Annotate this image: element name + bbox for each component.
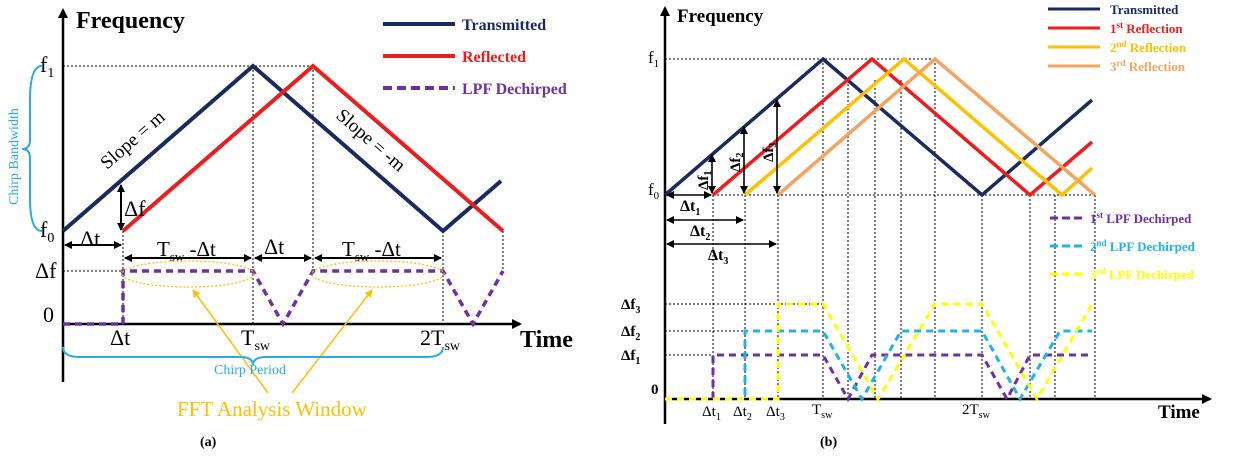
panel-b-zero-label: 0 xyxy=(651,382,659,398)
panel-b-x-tick-dt2: Δt2 xyxy=(733,404,752,423)
panel-b-x-tick-2tsw: 2Tsw xyxy=(962,402,991,421)
panel-b-lpf-2-line xyxy=(665,329,1092,403)
panel-b-df1-ylabel: Δf1 xyxy=(621,348,640,367)
panel-a-y-axis-label: Frequency xyxy=(76,8,185,34)
panel-b-legend-lpf-2: 2nd LPF Dechirped xyxy=(1090,238,1196,254)
panel-b-lpf-1-line xyxy=(665,353,1092,403)
panel-a-x-axis-label: Time xyxy=(520,327,573,353)
panel-a-zero-label: 0 xyxy=(43,302,54,327)
panel-b-lpf-3-line xyxy=(665,302,1094,402)
panel-a-chirp-bandwidth-label: Chirp Bandwidth xyxy=(7,108,22,205)
panel-b-dt3-label: Δt3 xyxy=(708,247,728,267)
panel-b-reflection-1-line xyxy=(711,56,1094,198)
panel-a-dt-label: Δt xyxy=(80,226,100,251)
panel-a-reflected-line xyxy=(121,63,505,233)
panel-a-tsw-dt-label-2: Tsw -Δt xyxy=(342,237,401,264)
panel-b: Frequency Time xyxy=(621,2,1212,450)
panel-a-delta-f-label: Δf xyxy=(35,258,57,283)
panel-a-caption: (a) xyxy=(200,435,217,450)
panel-a-f1-label: f1 xyxy=(40,52,54,81)
panel-a-x-tick-dt: Δt xyxy=(110,325,130,350)
panel-a-chirp-period-brace xyxy=(62,346,444,366)
panel-b-f0-label: f0 xyxy=(648,180,660,202)
panel-b-df3-label: Δf3 xyxy=(761,143,779,162)
panel-b-df1-label: Δf1 xyxy=(696,171,714,190)
panel-b-legend-reflection-3: 3rd Reflection xyxy=(1110,58,1186,74)
panel-b-df2-label: Δf2 xyxy=(728,153,746,172)
panel-b-legend-bottom: 1st LPF Dechirped 2nd LPF Dechirped 3rd … xyxy=(1050,210,1196,282)
panel-a-slope-up-label: Slope = m xyxy=(97,106,170,173)
panel-b-x-tick-dt1: Δt1 xyxy=(702,404,721,423)
panel-b-caption: (b) xyxy=(820,435,837,450)
panel-b-legend-lpf-3: 3rd LPF Dechirped xyxy=(1090,266,1195,282)
panel-a-x-tick-tsw: Tsw xyxy=(241,325,271,354)
panel-b-dt2-label: Δt2 xyxy=(690,223,710,243)
panel-b-f1-label: f1 xyxy=(648,48,659,70)
panel-b-legend-reflection-2: 2nd Reflection xyxy=(1110,39,1187,55)
panel-a-guides xyxy=(63,65,504,324)
panel-a-legend-transmitted: Transmitted xyxy=(462,17,546,34)
panel-a-fft-ellipse-1 xyxy=(121,260,255,288)
panel-a-dt-label-2: Δt xyxy=(264,234,284,259)
panel-b-df2-ylabel: Δf2 xyxy=(621,324,640,343)
panel-b-x-tick-dt3: Δt3 xyxy=(766,404,785,423)
panel-b-x-tick-tsw: Tsw xyxy=(812,402,833,421)
panel-a-legend-lpf: LPF Dechirped xyxy=(462,81,567,98)
panel-a-fft-arrow-1 xyxy=(192,289,269,394)
panel-b-legend-reflection-1: 1st Reflection xyxy=(1110,20,1183,36)
panel-a-bandwidth-brace xyxy=(21,65,43,232)
panel-a-delta-f-arrow-label: Δf xyxy=(124,196,146,221)
panel-a-legend-reflected: Reflected xyxy=(462,49,526,66)
panel-a: Frequency Time f1 f0 Δf 0 Chirp Bandwidt… xyxy=(7,8,573,450)
panel-b-legend-lpf-1: 1st LPF Dechirped xyxy=(1090,210,1192,226)
panel-b-y-axis-label: Frequency xyxy=(677,6,764,27)
panel-b-df3-ylabel: Δf3 xyxy=(621,297,640,316)
panel-b-legend-top: Transmitted 1st Reflection 2nd Reflectio… xyxy=(1048,2,1187,74)
panel-a-x-tick-2tsw: 2Tsw xyxy=(420,325,461,354)
panel-a-legend: Transmitted Reflected LPF Dechirped xyxy=(383,17,567,98)
panel-b-dt1-label: Δt1 xyxy=(680,198,700,218)
panel-b-reflection-3-line xyxy=(776,56,1097,197)
panel-a-lpf-line xyxy=(63,269,505,328)
panel-a-fft-window-label: FFT Analysis Window xyxy=(177,397,368,421)
panel-b-x-axis-label: Time xyxy=(1158,402,1200,423)
panel-a-chirp-period-label: Chirp Period xyxy=(214,363,286,378)
panel-a-tsw-dt-label-1: Tsw -Δt xyxy=(157,237,216,264)
panel-b-legend-transmitted: Transmitted xyxy=(1110,2,1179,17)
panel-a-fft-arrow-2 xyxy=(291,289,373,394)
panel-a-fft-ellipse-2 xyxy=(311,260,445,288)
panel-a-f0-label: f0 xyxy=(40,217,54,246)
